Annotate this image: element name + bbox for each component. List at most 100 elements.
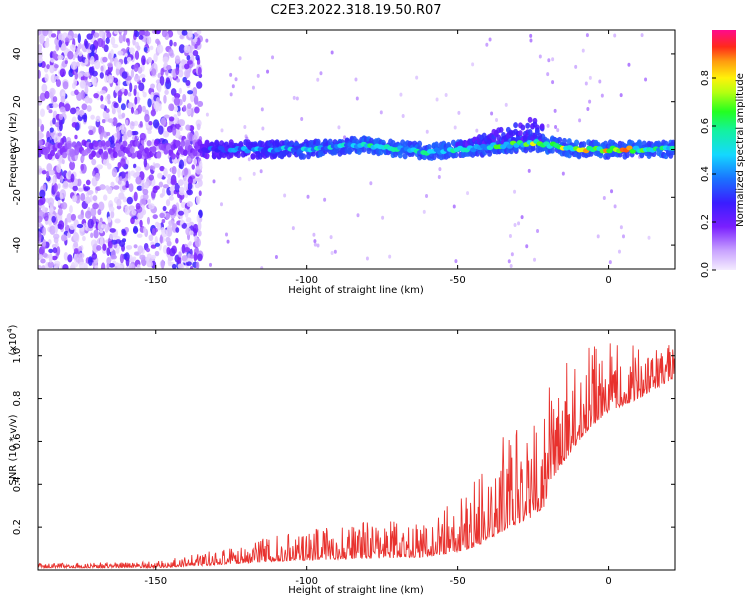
spectrogram-noise-cell <box>158 125 164 135</box>
spectrogram-noise-cell <box>73 241 79 248</box>
spectrogram-noise-cell <box>425 129 429 134</box>
spectrogram-noise-cell <box>41 170 47 175</box>
spectrogram-noise-cell <box>87 218 94 229</box>
spectrogram-noise-cell <box>51 215 56 223</box>
spectrogram-noise-cell <box>49 132 56 137</box>
spectrogram-ridge-core <box>626 145 633 151</box>
spectrogram-noise-cell <box>128 47 135 54</box>
spectrogram-noise-cell <box>159 212 165 219</box>
spectrogram-noise-cell <box>38 30 42 36</box>
spectrogram-noise-cell <box>330 50 334 55</box>
colorbar-gradient <box>712 30 736 270</box>
spectrogram-noise-cell <box>295 96 299 101</box>
spectrogram-noise-cell <box>125 180 129 188</box>
spectrogram-noise-cell <box>337 125 341 130</box>
spectrogram-noise-cell <box>343 135 347 140</box>
spectrogram-noise-cell <box>107 118 114 124</box>
spectrogram-noise-cell <box>70 213 77 221</box>
spectrogram-noise-cell <box>174 55 181 64</box>
spectrogram-noise-cell <box>125 38 130 43</box>
spectrogram-noise-cell <box>93 32 100 38</box>
spectrogram-noise-cell <box>165 70 169 76</box>
spectrogram-noise-cell <box>62 180 69 188</box>
spectrogram-noise-cell <box>136 185 143 191</box>
spectrogram-ridge-cell <box>93 140 99 148</box>
spectrogram-noise-cell <box>627 62 631 67</box>
spectrogram-noise-cell <box>46 105 50 111</box>
spectrogram-noise-cell <box>175 227 180 233</box>
spectrogram-y-ticks: -40 -20 0 20 40 <box>12 48 675 253</box>
spectrogram-noise-cell <box>48 109 53 114</box>
spectrogram-noise-cell <box>178 119 183 125</box>
spectrogram-noise-cell <box>556 128 560 133</box>
spectrogram-noise-cell <box>551 80 555 85</box>
spectrogram-x-tick-label: -100 <box>295 275 318 286</box>
spectrogram-noise-cell <box>329 235 333 240</box>
spectrogram-noise-cell <box>60 95 66 103</box>
spectrogram-ridge-core <box>629 148 636 154</box>
spectrogram-noise-cell <box>168 103 175 112</box>
spectrogram-noise-cell <box>259 169 263 174</box>
spectrogram-noise-cell <box>146 253 152 259</box>
spectrogram-noise-cell <box>38 199 44 206</box>
spectrogram-noise-cell <box>137 245 144 254</box>
spectrogram-noise-cell <box>561 171 565 176</box>
spectrogram-noise-cell <box>154 30 161 35</box>
spectrogram-noise-cell <box>142 58 146 65</box>
spectrogram-noise-cell <box>70 173 75 183</box>
spectrogram-ridge-cell <box>122 140 128 148</box>
spectrogram-noise-cell <box>55 75 60 80</box>
spectrogram-noise-cell <box>435 97 439 102</box>
spectrogram-noise-cell <box>133 163 137 169</box>
spectrogram-noise-cell <box>136 264 141 269</box>
spectrogram-noise-cell <box>256 73 260 78</box>
spectrogram-noise-cell <box>621 234 625 239</box>
spectrogram-noise-cell <box>538 54 542 59</box>
spectrogram-ridge-cell <box>57 142 63 149</box>
spectrogram-noise-cell <box>504 102 508 107</box>
spectrogram-noise-cell <box>95 172 100 182</box>
spectrogram-noise-cell <box>192 223 199 234</box>
spectrogram-x-tick-label: 0 <box>605 275 611 286</box>
spectrogram-noise-cell <box>581 48 585 53</box>
spectrogram-noise-cell <box>588 99 592 104</box>
spectrogram-noise-cell <box>90 207 97 217</box>
snr-frame <box>37 329 676 571</box>
spectrogram-noise-cell <box>194 237 201 248</box>
spectrogram-noise-cell <box>162 56 169 64</box>
spectrogram-noise-cell <box>133 172 138 178</box>
spectrogram-noise-cell <box>183 45 191 54</box>
snr-series <box>38 343 675 570</box>
spectrogram-ridge-cell <box>574 139 580 146</box>
spectrogram-noise-cell <box>251 85 255 90</box>
spectrogram-noise-cell <box>160 117 167 126</box>
spectrogram-noise-cell <box>110 210 115 219</box>
spectrogram-noise-cell <box>274 255 278 260</box>
spectrogram-noise-cell <box>110 254 117 260</box>
spectrogram-noise-cell <box>186 60 193 65</box>
spectrogram-noise-cell <box>98 124 103 135</box>
spectrogram-noise-cell <box>108 262 115 268</box>
spectrogram-noise-cell <box>119 253 124 264</box>
spectrogram-x-ticks: -150 -100 -50 0 <box>144 30 612 286</box>
spectrogram-noise-cell <box>198 190 202 197</box>
spectrogram-noise-cell <box>121 228 126 234</box>
spectrogram-noise-cell <box>186 54 191 61</box>
spectrogram-ridge-cell <box>498 126 504 133</box>
spectrogram-noise-cell <box>146 36 152 45</box>
spectrogram-noise-cell <box>127 170 131 181</box>
spectrogram-noise-cell <box>184 63 190 70</box>
colorbar-tick-label: 0.6 <box>700 118 711 134</box>
spectrogram-noise-cell <box>87 125 94 130</box>
spectrogram-ridge-cell <box>250 153 256 160</box>
spectrogram-noise-cell <box>159 193 164 198</box>
spectrogram-noise-cell <box>51 244 58 249</box>
spectrogram-noise-cell <box>133 30 138 37</box>
spectrogram-ridge-cell <box>530 144 536 152</box>
spectrogram-noise-cell <box>185 79 191 87</box>
snr-scale-prefix: (x10 <box>8 333 19 356</box>
spectrogram-noise-cell <box>118 262 125 269</box>
spectrogram-ridge-cell <box>151 146 157 153</box>
spectrogram-noise-cell <box>94 59 101 70</box>
